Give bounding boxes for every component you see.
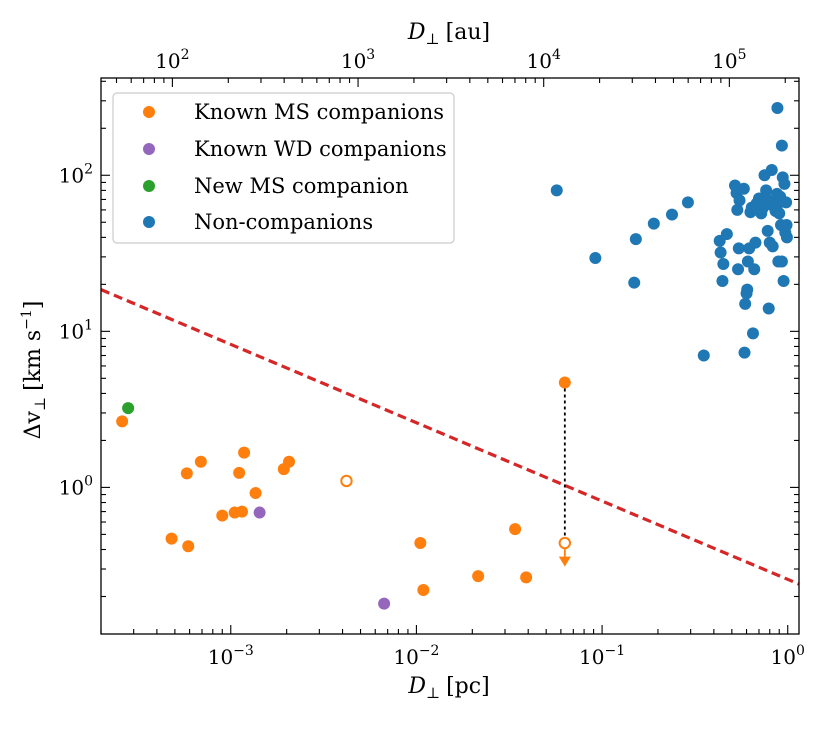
top-tick-label-0: 102 — [155, 47, 189, 73]
point-known-ms-companions-15 — [472, 570, 485, 583]
legend-marker-known-wd — [143, 143, 155, 155]
point-non-companions-2 — [628, 276, 641, 289]
axes-frame — [100, 77, 800, 635]
point-non-companions-19 — [738, 346, 751, 359]
point-non-companions-53 — [777, 275, 790, 288]
legend-label-known-ms: Known MS companions — [194, 100, 444, 124]
point-known-ms-companions-14 — [417, 584, 430, 597]
point-non-companions-4 — [647, 217, 660, 230]
point-known-ms-companions-open-0 — [340, 474, 353, 488]
point-known-ms-companions-9 — [238, 446, 251, 459]
y-tick-label-1: 101 — [59, 317, 93, 343]
point-known-wd-companions-0 — [253, 506, 266, 519]
x-axis-title: D⊥ [pc] — [407, 674, 489, 702]
point-known-ms-companions-12 — [283, 455, 296, 468]
point-known-ms-companions-10 — [249, 487, 262, 500]
legend-marker-non-companions — [143, 216, 155, 228]
legend-box — [112, 92, 455, 244]
data-marks — [100, 101, 800, 610]
x-tick-label-0: 10−3 — [208, 643, 254, 669]
point-non-companions-56 — [780, 196, 793, 209]
point-known-ms-companions-0 — [116, 415, 129, 428]
point-non-companions-51 — [775, 139, 788, 152]
legend-marker-new-ms — [143, 180, 155, 192]
point-non-companions-16 — [732, 263, 745, 276]
point-non-companions-1 — [589, 252, 602, 265]
x-tick-label-3: 100 — [771, 643, 805, 669]
point-non-companions-41 — [766, 240, 779, 253]
point-known-ms-companions-7 — [233, 466, 246, 479]
point-non-companions-46 — [771, 101, 784, 114]
point-non-companions-9 — [714, 246, 727, 259]
point-non-companions-3 — [629, 233, 642, 246]
point-known-ms-companions-1 — [165, 532, 178, 545]
point-non-companions-20 — [739, 297, 752, 310]
point-non-companions-60 — [760, 184, 773, 197]
point-known-ms-companions-3 — [182, 540, 195, 553]
point-known-ms-companions-17 — [520, 571, 533, 584]
point-non-companions-61 — [780, 231, 793, 244]
y-axis-title: Δv⊥[km s−1] — [19, 301, 49, 440]
top-tick-label-2: 104 — [527, 47, 561, 73]
point-known-ms-companions-18 — [558, 376, 571, 389]
legend-label-non-companions: Non-companions — [194, 210, 373, 234]
top-x-axis-title: D⊥ [au] — [407, 20, 490, 48]
legend-marker-known-ms — [143, 106, 155, 118]
y-tick-label-0: 100 — [59, 473, 93, 499]
point-non-companions-11 — [717, 258, 730, 271]
point-non-companions-18 — [737, 182, 750, 195]
point-non-companions-0 — [550, 184, 563, 197]
point-non-companions-22 — [741, 283, 754, 296]
point-non-companions-27 — [746, 327, 759, 340]
point-non-companions-48 — [773, 207, 786, 220]
point-non-companions-17 — [732, 242, 745, 255]
legend-label-new-ms: New MS companion — [194, 174, 409, 198]
point-known-ms-companions-8 — [236, 505, 249, 518]
point-non-companions-15 — [731, 203, 744, 216]
point-known-ms-companions-2 — [180, 467, 193, 480]
point-non-companions-5 — [665, 208, 678, 221]
point-non-companions-10 — [716, 275, 729, 288]
point-non-companions-57 — [775, 255, 788, 268]
point-non-companions-58 — [733, 194, 746, 207]
point-non-companions-12 — [720, 228, 733, 241]
point-non-companions-59 — [751, 203, 764, 216]
top-tick-label-1: 103 — [341, 47, 375, 73]
threshold-line — [100, 288, 800, 586]
top-tick-label-3: 105 — [712, 47, 746, 73]
upper-limit-arrowhead — [558, 556, 571, 567]
point-known-ms-companions-13 — [414, 537, 427, 550]
point-new-ms-companion-0 — [122, 402, 135, 415]
y-tick-label-2: 102 — [59, 161, 93, 187]
point-non-companions-6 — [681, 196, 694, 209]
point-known-wd-companions-1 — [378, 597, 391, 610]
x-tick-label-1: 10−2 — [393, 643, 439, 669]
legend-label-known-wd: Known WD companions — [194, 137, 447, 161]
point-non-companions-37 — [762, 302, 775, 315]
point-non-companions-54 — [778, 177, 791, 190]
axis-ticks: 10−3 10−2 10−1 100 102 103 104 105 100 101 102 — [59, 47, 805, 669]
point-non-companions-29 — [749, 236, 762, 249]
point-non-companions-28 — [748, 263, 761, 276]
point-non-companions-62 — [780, 219, 793, 232]
point-known-ms-companions-4 — [194, 455, 207, 468]
point-known-ms-companions-open-1 — [558, 536, 572, 550]
legend: Known MS companions Known WD companions … — [112, 92, 455, 244]
point-non-companions-36 — [761, 224, 774, 237]
point-known-ms-companions-16 — [509, 523, 522, 536]
x-tick-label-2: 10−1 — [579, 643, 625, 669]
point-known-ms-companions-5 — [216, 509, 229, 522]
point-non-companions-40 — [765, 164, 778, 177]
point-non-companions-7 — [697, 349, 710, 362]
